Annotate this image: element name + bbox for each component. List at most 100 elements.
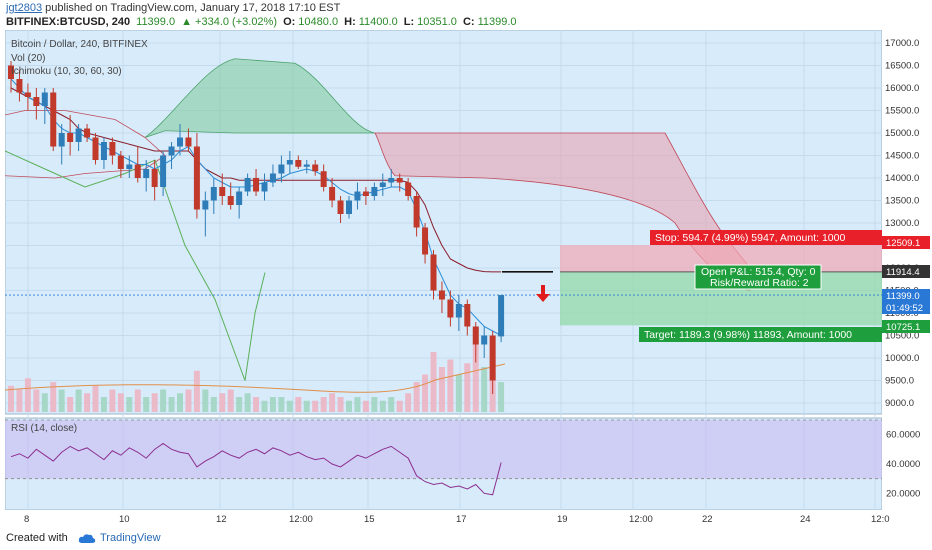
- price-tick-label: 16000.0: [885, 83, 919, 94]
- cloud-green-region: [144, 58, 376, 138]
- volume-bar: [253, 397, 260, 412]
- candle-body: [236, 191, 243, 205]
- candle-body: [371, 187, 378, 196]
- volume-bar: [236, 397, 243, 412]
- volume-bar: [447, 359, 454, 412]
- volume-bar: [498, 382, 505, 412]
- candle: [244, 173, 251, 196]
- candle: [261, 173, 268, 201]
- candle-body: [58, 133, 65, 147]
- volume-bar: [202, 389, 209, 412]
- top-info-bar: jgt2803 published on TradingView.com, Ja…: [0, 0, 932, 30]
- candle-body: [185, 137, 192, 147]
- volume-bar: [464, 363, 471, 412]
- price-tick-label: 15000.0: [885, 128, 919, 139]
- price-tick-label: 13000.0: [885, 218, 919, 229]
- volume-bar: [134, 389, 141, 412]
- candle-body: [388, 178, 395, 183]
- candle-body: [100, 142, 107, 160]
- entry-price-text: 11914.4: [886, 267, 920, 278]
- stop-label-box[interactable]: Stop: 594.7 (4.99%) 5947, Amount: 1000: [650, 230, 882, 245]
- candle: [92, 133, 99, 165]
- open-value: 10480.0: [298, 16, 339, 28]
- candle: [236, 187, 243, 219]
- volume-bar: [24, 378, 31, 412]
- candle-body: [362, 191, 369, 196]
- candle: [329, 178, 336, 208]
- candle-body: [227, 196, 234, 205]
- time-tick-label: 8: [24, 514, 29, 525]
- candle: [219, 173, 226, 205]
- pnl-label-box[interactable]: Open P&L: 515.4, Qty: 0 Risk/Reward Rati…: [694, 264, 822, 290]
- candle: [379, 173, 386, 196]
- candle: [67, 115, 74, 156]
- candle: [354, 182, 361, 210]
- price-tick-label: 13500.0: [885, 196, 919, 207]
- candle-body: [498, 295, 505, 337]
- candle-body: [244, 178, 251, 192]
- candle-body: [253, 178, 260, 192]
- candle: [489, 331, 496, 394]
- chart-area[interactable]: 17000.0 16500.0 16000.0 15500.0 15000.0 14500…: [4, 29, 932, 529]
- candle-body: [134, 164, 141, 178]
- candle-body: [455, 304, 462, 318]
- candle-body: [261, 182, 268, 192]
- volume-bar: [67, 397, 74, 412]
- rsi-line: [10, 442, 502, 496]
- open-label: O:: [283, 16, 296, 28]
- volume-bar: [481, 367, 488, 412]
- rsi-legend: RSI (14, close): [11, 423, 77, 434]
- candle-body: [472, 326, 479, 345]
- candle-body: [464, 304, 471, 327]
- volume-bar: [320, 397, 327, 412]
- candle-body: [202, 200, 209, 210]
- volume-bar: [286, 400, 293, 412]
- candle: [472, 322, 479, 363]
- candle-body: [489, 335, 496, 381]
- target-label-box[interactable]: Target: 1189.3 (9.98%) 11893, Amount: 10…: [639, 327, 882, 342]
- volume-bar: [329, 393, 336, 412]
- candle-body: [295, 160, 302, 167]
- time-tick-label: 12:0: [871, 514, 890, 525]
- candle-body: [33, 97, 40, 106]
- candle-body: [481, 335, 488, 345]
- volume-bar: [100, 397, 107, 412]
- candle: [210, 178, 217, 214]
- candle-body: [67, 133, 74, 142]
- candle: [109, 137, 116, 165]
- pnl-label-text: Open P&L: 515.4, Qty: 0: [701, 266, 816, 278]
- volume-bar: [33, 389, 40, 412]
- volume-bar: [41, 393, 48, 412]
- price-tick-label: 10500.0: [885, 331, 919, 342]
- candle: [388, 169, 395, 187]
- footer: Created with TradingView: [0, 529, 932, 550]
- author-link[interactable]: jgt2803: [6, 2, 43, 14]
- candle-body: [337, 200, 344, 214]
- up-arrow-icon: ▲: [181, 16, 193, 28]
- volume-bar: [396, 400, 403, 412]
- candle: [269, 164, 276, 187]
- low-label: L:: [403, 16, 415, 28]
- volume-bar: [50, 382, 57, 412]
- tradingview-brand-link[interactable]: TradingView: [100, 532, 161, 544]
- candle: [168, 142, 175, 169]
- candle-body: [438, 290, 445, 300]
- candle: [320, 164, 327, 192]
- cloud-logo-icon: [78, 534, 96, 543]
- ohlc-line: BITFINEX:BTCUSD, 240 11399.0 ▲ +334.0 (+3…: [6, 16, 520, 28]
- candle: [117, 151, 124, 178]
- time-tick-label: 22: [702, 514, 713, 525]
- volume-bar: [185, 389, 192, 412]
- candle-body: [193, 146, 200, 210]
- last-price: 11399.0: [136, 16, 176, 28]
- rsi-tick-label: 20.0000: [886, 488, 920, 499]
- candle-body: [117, 155, 124, 169]
- candle-body: [312, 164, 319, 172]
- candle-body: [219, 187, 226, 196]
- volume-ma-line: [4, 363, 506, 393]
- candle-body: [396, 178, 403, 183]
- publish-line: jgt2803 published on TradingView.com, Ja…: [6, 2, 340, 14]
- candle: [447, 290, 454, 327]
- price-chart-svg[interactable]: 17000.0 16500.0 16000.0 15500.0 15000.0 14500…: [4, 29, 932, 529]
- chart-title: Bitcoin / Dollar, 240, BITFINEX: [11, 39, 148, 50]
